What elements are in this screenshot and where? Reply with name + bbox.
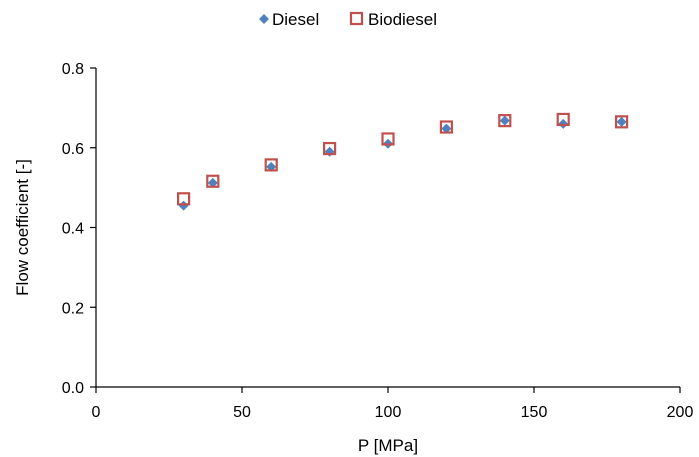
legend-diesel-marker xyxy=(259,14,269,24)
point-biodiesel xyxy=(498,114,512,128)
point-biodiesel xyxy=(206,174,220,188)
legend-item-diesel: Diesel xyxy=(259,10,319,29)
point-diesel xyxy=(324,146,335,157)
point-diesel xyxy=(441,123,452,134)
point-biodiesel xyxy=(381,132,395,146)
point-diesel xyxy=(178,200,189,211)
y-axis-title: Flow coefficient [-] xyxy=(13,159,32,296)
point-diesel xyxy=(499,115,510,126)
legend-item-biodiesel: Biodiesel xyxy=(349,10,437,29)
point-biodiesel xyxy=(264,158,278,172)
legend-biodiesel-marker xyxy=(349,11,364,26)
y-tick-label: 0.8 xyxy=(62,61,84,78)
point-biodiesel xyxy=(323,141,337,156)
y-tick-label: 0.4 xyxy=(62,221,84,238)
legend: Diesel Biodiesel xyxy=(259,10,437,29)
x-tick-labels: 0 50 100 150 200 xyxy=(92,404,694,421)
x-tick-label: 150 xyxy=(521,404,548,421)
x-tick-label: 50 xyxy=(233,404,251,421)
x-axis-title: P [MPa] xyxy=(358,436,418,455)
x-tick-label: 200 xyxy=(667,404,694,421)
x-tick-label: 100 xyxy=(375,404,402,421)
legend-diesel-label: Diesel xyxy=(272,10,319,29)
point-biodiesel xyxy=(177,192,191,206)
point-biodiesel xyxy=(556,112,570,127)
point-diesel xyxy=(207,177,218,188)
y-tick-label: 0.2 xyxy=(62,300,84,317)
point-biodiesel xyxy=(614,115,629,129)
y-tick-label: 0.6 xyxy=(62,141,84,158)
data-points xyxy=(177,112,629,211)
y-tick-labels: 0.0 0.2 0.4 0.6 0.8 xyxy=(62,61,84,397)
y-tick-label: 0.0 xyxy=(62,380,84,397)
point-diesel xyxy=(558,118,569,129)
point-diesel xyxy=(616,116,627,127)
x-tick-label: 0 xyxy=(92,404,101,421)
point-biodiesel xyxy=(439,120,453,134)
axes xyxy=(90,67,681,393)
legend-biodiesel-label: Biodiesel xyxy=(368,10,437,29)
